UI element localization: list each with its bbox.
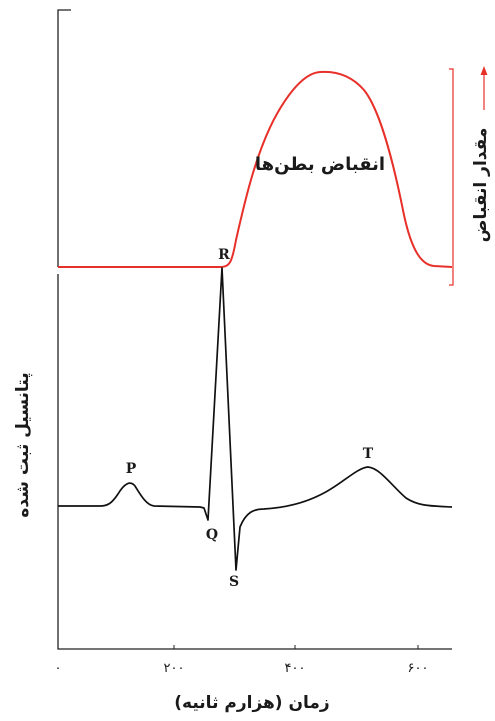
contraction-axis-label: مقدار انقباض (471, 128, 491, 243)
contraction-axis (57, 9, 71, 267)
wave-label-p: P (126, 461, 137, 477)
ecg-axes (57, 274, 452, 650)
x-tick-0: ۰ (55, 661, 62, 676)
ecg-y-label: پتانسیل ثبت شده (13, 372, 33, 517)
contraction-axis-label-group: مقدار انقباض (471, 128, 491, 243)
arrow-up-icon (480, 66, 488, 110)
x-tick-200: ۲۰۰ (164, 661, 185, 676)
wave-label-r: R (218, 247, 230, 263)
wave-label-s: S (229, 574, 239, 590)
ecg-x-label: زمان (هزارم ثانیه) (174, 693, 329, 713)
x-tick-400: ۴۰۰ (285, 661, 306, 676)
contraction-curve-label: انقباض بطن‌ها (255, 154, 385, 175)
x-tick-600: ۶۰۰ (408, 661, 429, 676)
contraction-curve (58, 70, 453, 268)
ecg-y-label-group: پتانسیل ثبت شده (13, 372, 33, 517)
contraction-bracket (449, 68, 454, 286)
wave-label-t: T (363, 446, 374, 462)
wave-label-q: Q (206, 527, 218, 543)
ecg-waveform (58, 267, 453, 571)
x-axis-ticks (57, 645, 419, 649)
